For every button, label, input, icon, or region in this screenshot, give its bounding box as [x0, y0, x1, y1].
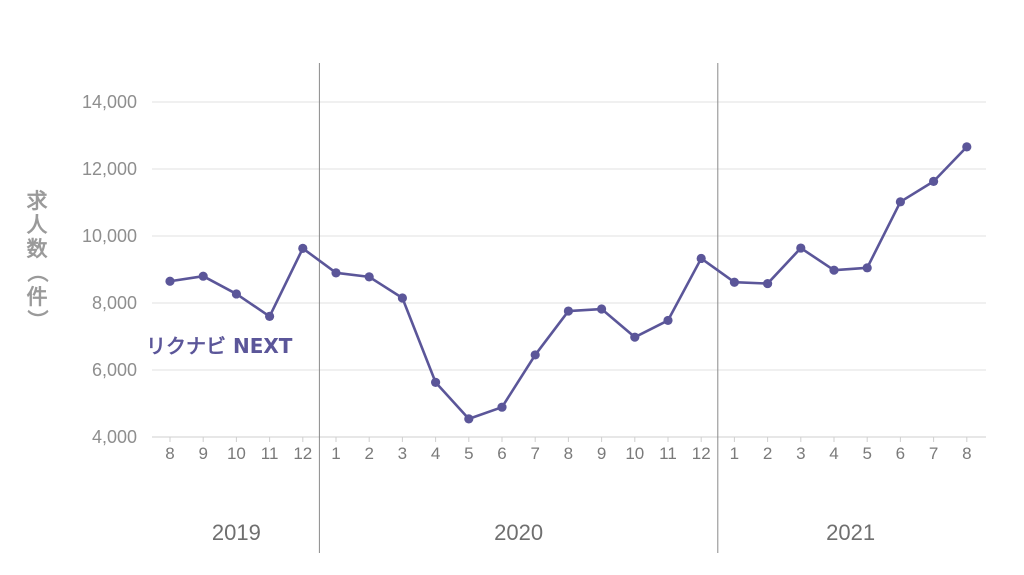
x-tick-label: 4 — [829, 444, 838, 463]
x-tick-label: 8 — [564, 444, 573, 463]
series-group: リクナビ NEXT — [146, 142, 972, 424]
x-tick-label: 3 — [398, 444, 407, 463]
x-tick-label: 12 — [692, 444, 711, 463]
data-point — [630, 332, 640, 342]
y-tick-label: 6,000 — [92, 360, 137, 380]
x-tick-label: 6 — [896, 444, 905, 463]
data-point — [895, 197, 906, 207]
data-point — [397, 293, 407, 303]
y-tick-label: 4,000 — [92, 427, 137, 447]
x-tick-label: 5 — [862, 444, 871, 463]
x-tick-label: 3 — [796, 444, 805, 463]
y-axis: 4,000 6,000 8,000 10,000 12,000 14,000 — [82, 92, 137, 447]
data-point — [862, 263, 872, 273]
y-axis-label-char: 件 — [27, 285, 48, 309]
data-point — [763, 278, 773, 289]
x-tick-label: 5 — [464, 444, 473, 463]
x-tick-label: 2 — [763, 444, 772, 463]
data-point — [530, 350, 540, 360]
data-point — [364, 272, 374, 282]
x-tick-label: 8 — [165, 444, 174, 463]
data-point — [829, 265, 839, 275]
data-point — [929, 176, 939, 186]
data-point — [198, 271, 208, 281]
x-tick-label: 1 — [730, 444, 739, 463]
year-label: 2020 — [494, 520, 543, 545]
x-tick-label: 8 — [962, 444, 971, 463]
x-tick-label: 10 — [625, 444, 644, 463]
x-tick-label: 9 — [597, 444, 606, 463]
x-tick-label: 9 — [198, 444, 207, 463]
x-tick-label: 11 — [261, 444, 279, 463]
y-tick-label: 8,000 — [92, 293, 137, 313]
y-axis-label-char: （ — [25, 262, 49, 283]
data-point — [597, 304, 607, 314]
y-axis-label: 求人数（件） — [25, 189, 49, 331]
data-point — [231, 289, 241, 299]
y-axis-label-char: 数 — [27, 237, 49, 261]
y-tick-label: 12,000 — [82, 159, 137, 179]
data-point — [331, 268, 341, 278]
x-tick-label: 7 — [929, 444, 938, 463]
x-tick-label: 7 — [530, 444, 539, 463]
data-point — [796, 243, 806, 253]
data-point — [431, 377, 441, 387]
data-point — [729, 277, 740, 287]
data-point — [265, 311, 275, 321]
y-axis-label-char: 求 — [27, 189, 48, 213]
x-tick-label: 11 — [659, 444, 677, 463]
y-axis-label-char: ） — [25, 310, 49, 331]
year-labels: 2019 2020 2021 — [212, 520, 875, 545]
y-tick-label: 14,000 — [82, 92, 137, 112]
x-tick-label: 6 — [497, 444, 506, 463]
grid-lines — [152, 101, 986, 438]
data-point — [563, 306, 574, 316]
data-point — [298, 243, 308, 253]
data-point — [497, 402, 507, 412]
y-tick-label: 10,000 — [82, 226, 137, 246]
x-tick-label: 4 — [431, 444, 440, 463]
year-label: 2021 — [826, 520, 875, 545]
y-axis-label-char: 人 — [27, 213, 48, 237]
series-label: リクナビ NEXT — [146, 334, 293, 358]
x-axis: 8 9 10 11 12 1 2 3 4 5 6 7 8 9 10 11 12 1 2 3 4 5 6 7 8 — [165, 437, 972, 463]
data-point — [464, 414, 474, 424]
data-point — [962, 142, 972, 152]
year-label: 2019 — [212, 520, 261, 545]
data-point — [696, 253, 706, 264]
x-tick-label: 1 — [331, 444, 340, 463]
data-point — [663, 315, 673, 326]
year-separators — [318, 63, 719, 553]
x-tick-label: 10 — [227, 444, 246, 463]
data-point — [165, 276, 175, 286]
x-tick-label: 12 — [293, 444, 312, 463]
x-tick-label: 2 — [364, 444, 373, 463]
series-line — [168, 145, 969, 421]
